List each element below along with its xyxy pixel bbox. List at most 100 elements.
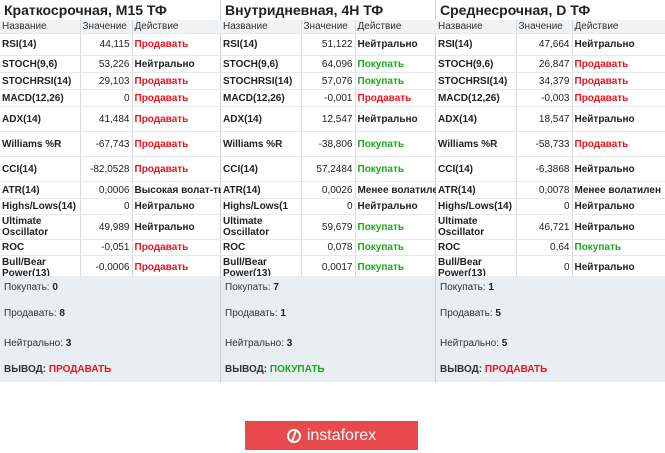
table-row: ROC 0,078 Покупать (221, 239, 436, 256)
indicator-action: Продавать (132, 239, 221, 256)
conclusion-value: ПОКУПАТЬ (269, 364, 325, 375)
table-row: CCI(14) -6,3868 Нейтрально (436, 156, 665, 182)
summary-block: Покупать: 1 Продавать: 5 Нейтрально: 5 ВЫВО… (436, 276, 665, 382)
indicator-table: Название Значение Действие RSI(14) 47,664 Ней… (436, 20, 665, 280)
summary-neutral-label: Нейтрально: (225, 338, 284, 349)
table-row: MACD(12,26) 0 Продавать (0, 89, 221, 107)
table-row: ATR(14) 0,0026 Менее волатилен (221, 181, 436, 199)
indicator-name: Highs/Lows(14) (0, 198, 81, 215)
summary-buy: Покупать: 0 (4, 282, 58, 293)
indicator-action: Менее волатилен (355, 181, 436, 199)
table-row: STOCHRSI(14) 34,379 Продавать (436, 72, 665, 90)
summary-buy-count: 7 (273, 282, 279, 293)
conclusion-label: ВЫВОД: (225, 364, 268, 375)
summary-sell: Продавать: 5 (440, 308, 501, 319)
indicator-name: RSI(14) (0, 33, 81, 56)
indicator-name: ADX(14) (436, 106, 517, 132)
column-header-name: Название (0, 20, 81, 34)
summary-buy: Покупать: 1 (440, 282, 494, 293)
table-row: Williams %R -67,743 Продавать (0, 131, 221, 157)
indicator-action: Покупать (355, 239, 436, 256)
table-row: MACD(12,26) -0,001 Продавать (221, 89, 436, 107)
indicator-table: Название Значение Действие RSI(14) 44,115 Про… (0, 20, 221, 280)
indicator-action: Покупать (355, 55, 436, 73)
summary-conclusion: ВЫВОД: ПРОДАВАТЬ (440, 364, 547, 375)
indicator-name: STOCH(9,6) (0, 55, 81, 73)
indicator-value: -6,3868 (516, 156, 573, 182)
table-row: ADX(14) 41,484 Продавать (0, 106, 221, 132)
table-row: ATR(14) 0,0006 Высокая волат-ть (0, 181, 221, 199)
conclusion-label: ВЫВОД: (440, 364, 483, 375)
table-row: Highs/Lows(1 0 Нейтрально (221, 198, 436, 215)
indicator-name: Bull/Bear Power(13) (0, 255, 81, 280)
indicator-value: 0,0006 (80, 181, 133, 199)
summary-buy: Покупать: 7 (225, 282, 279, 293)
indicator-value: -0,0006 (80, 255, 133, 280)
indicator-value: 57,2484 (301, 156, 356, 182)
indicator-name: ROC (436, 239, 517, 256)
table-row: Williams %R -58,733 Продавать (436, 131, 665, 157)
indicator-action: Продавать (132, 156, 221, 182)
table-row: ROC 0,64 Покупать (436, 239, 665, 256)
indicator-action: Нейтрально (572, 214, 665, 240)
table-header-row: Название Значение Действие (0, 20, 221, 34)
indicator-action: Покупать (572, 239, 665, 256)
indicator-name: STOCH(9,6) (436, 55, 517, 73)
indicator-action: Нейтрально (355, 106, 436, 132)
indicator-value: 26,847 (516, 55, 573, 73)
indicator-action: Нейтрально (132, 198, 221, 215)
indicator-action: Продавать (132, 33, 221, 56)
indicator-value: 0,0078 (516, 181, 573, 199)
indicator-name: Williams %R (436, 131, 517, 157)
panel-title: Краткосрочная, M15 ТФ (4, 2, 167, 18)
indicator-action: Продавать (132, 89, 221, 107)
summary-neutral: Нейтрально: 5 (440, 338, 507, 349)
indicator-value: -0,051 (80, 239, 133, 256)
table-row: RSI(14) 44,115 Продавать (0, 33, 221, 56)
conclusion-label: ВЫВОД: (4, 364, 47, 375)
indicator-value: 34,379 (516, 72, 573, 90)
summary-neutral-label: Нейтрально: (440, 338, 499, 349)
summary-sell-count: 8 (59, 308, 65, 319)
column-header-name: Название (221, 20, 302, 34)
summary-block: Покупать: 0 Продавать: 8 Нейтрально: 3 ВЫВО… (0, 276, 220, 382)
indicator-value: 46,721 (516, 214, 573, 240)
indicator-value: -82,0528 (80, 156, 133, 182)
table-row: CCI(14) 57,2484 Покупать (221, 156, 436, 182)
indicator-name: CCI(14) (221, 156, 302, 182)
indicator-name: CCI(14) (436, 156, 517, 182)
indicator-value: -0,003 (516, 89, 573, 107)
indicator-value: 12,547 (301, 106, 356, 132)
column-header-name: Название (436, 20, 517, 34)
indicator-action: Менее волатилен (572, 181, 665, 199)
column-header-action: Действие (572, 20, 665, 34)
indicator-value: 0 (301, 198, 356, 215)
panel-2: Внутридневная, 4H ТФ Название Значение Дейс… (221, 0, 436, 382)
table-row: STOCHRSI(14) 57,076 Покупать (221, 72, 436, 90)
indicator-action: Нейтрально (572, 106, 665, 132)
summary-neutral-count: 3 (286, 338, 293, 349)
summary-buy-label: Покупать: (4, 282, 50, 293)
indicator-name: ROC (0, 239, 81, 256)
indicator-action: Нейтрально (572, 156, 665, 182)
indicator-value: -0,001 (301, 89, 356, 107)
table-row: STOCH(9,6) 64,096 Покупать (221, 55, 436, 73)
indicator-name: Ultimate Oscillator (0, 214, 81, 240)
column-header-value: Значение (516, 20, 573, 34)
indicator-name: Ultimate Oscillator (436, 214, 517, 240)
indicator-action: Нейтрально (355, 198, 436, 215)
column-header-value: Значение (80, 20, 133, 34)
table-row: CCI(14) -82,0528 Продавать (0, 156, 221, 182)
summary-sell-label: Продавать: (440, 308, 493, 319)
summary-sell-label: Продавать: (4, 308, 57, 319)
indicator-name: ADX(14) (221, 106, 302, 132)
column-header-value: Значение (301, 20, 356, 34)
table-row: Ultimate Oscillator 59,679 Покупать (221, 214, 436, 240)
indicator-action: Покупать (355, 72, 436, 90)
indicator-name: MACD(12,26) (436, 89, 517, 107)
indicator-name: Ultimate Oscillator (221, 214, 302, 240)
indicator-value: 49,989 (80, 214, 133, 240)
indicator-name: STOCHRSI(14) (221, 72, 302, 90)
summary-sell-count: 1 (280, 308, 286, 319)
table-row: Ultimate Oscillator 46,721 Нейтрально (436, 214, 665, 240)
